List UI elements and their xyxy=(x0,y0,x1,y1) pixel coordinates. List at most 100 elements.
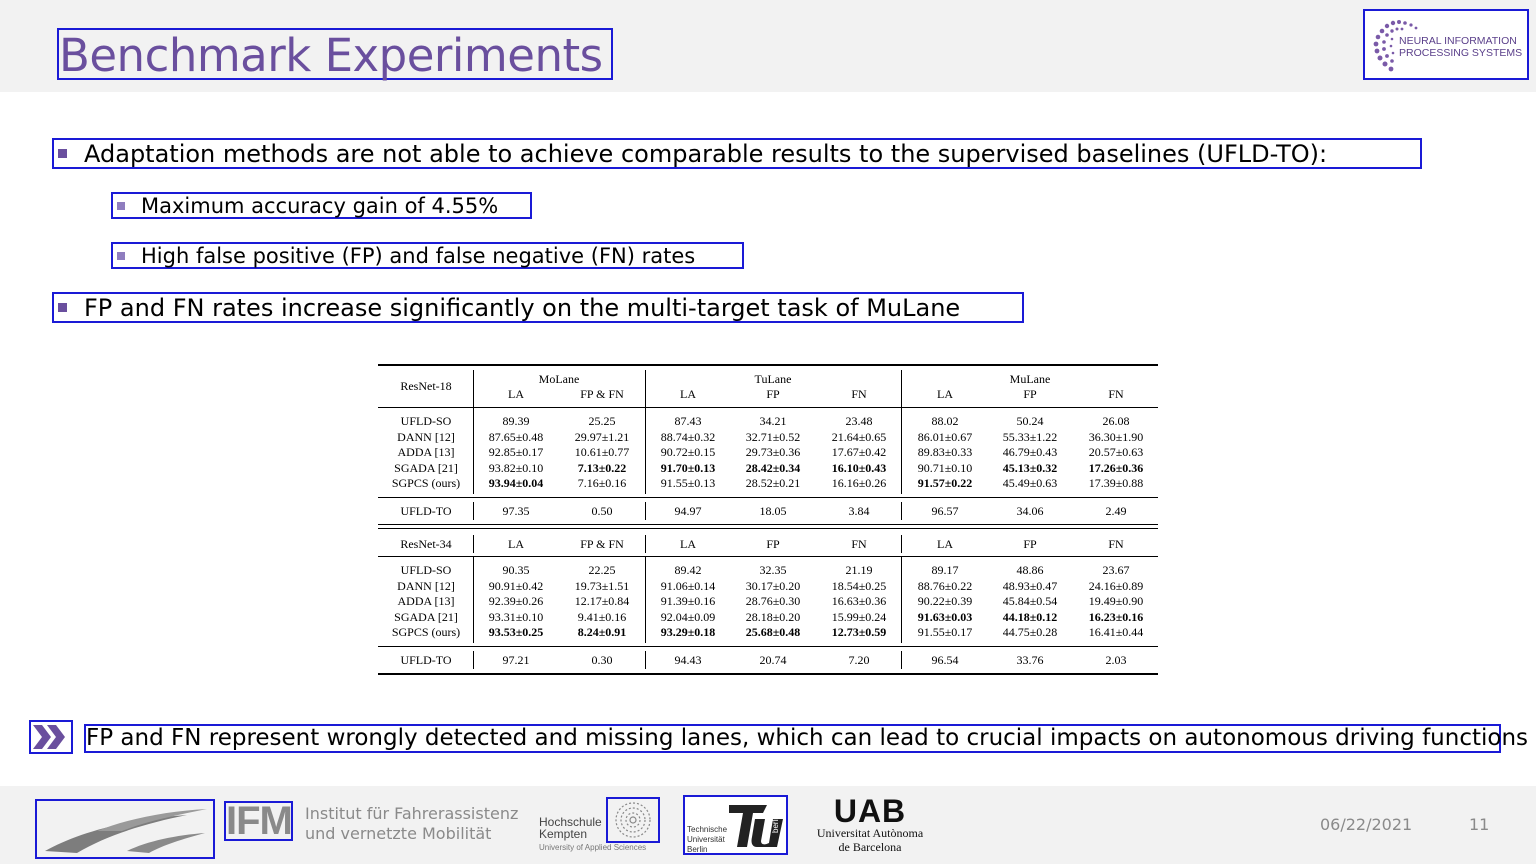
table-cell: 50.24 xyxy=(1016,414,1044,428)
table-cell: 90.35 xyxy=(502,563,530,577)
chevron-double-right-icon xyxy=(29,720,73,754)
table-cell: 44.75±0.28 xyxy=(1002,625,1058,640)
table-cell: 90.72±0.15 xyxy=(660,445,716,460)
table-cell: 48.86 xyxy=(1016,563,1044,577)
tu-line3: Berlin xyxy=(687,845,708,854)
bullet-sub-1: Maximum accuracy gain of 4.55% xyxy=(111,192,532,219)
table-cell: 7.20 xyxy=(848,653,870,667)
table-cell: 88.76±0.22 xyxy=(917,578,973,593)
table-cell: 93.31±0.10 xyxy=(488,609,544,624)
table-cell: 7.16±0.16 xyxy=(577,476,627,491)
column-separator xyxy=(645,557,646,643)
table-column-header: FP & FN xyxy=(580,387,624,401)
table-column-header: LA xyxy=(508,537,524,551)
table-column-header: FP & FN xyxy=(580,537,624,551)
table-cell: 93.82±0.10 xyxy=(488,460,544,475)
table-column-header: FN xyxy=(851,537,867,551)
column-separator xyxy=(473,408,474,494)
table-double-rule xyxy=(378,524,1158,525)
table-cell: 33.76 xyxy=(1016,653,1044,667)
table-cell: 28.76±0.30 xyxy=(745,594,801,609)
uab-big-text: UAB xyxy=(833,793,907,829)
column-separator xyxy=(645,502,646,520)
table-cell: 12.73±0.59 xyxy=(831,625,887,640)
table-cell: 34.06 xyxy=(1016,504,1044,518)
table-cell: 88.02 xyxy=(931,414,959,428)
table-cell: 2.49 xyxy=(1105,504,1127,518)
table-cell: 16.23±0.16 xyxy=(1088,609,1144,624)
tu-berlin-icon: Technische Universität Berlin berlin xyxy=(683,795,788,855)
column-separator xyxy=(901,408,902,494)
neurips-dots-icon xyxy=(1373,20,1418,72)
column-separator xyxy=(901,557,902,643)
slide-date: 06/22/2021 xyxy=(1320,815,1413,834)
table-cell: 91.55±0.13 xyxy=(660,476,716,491)
column-separator xyxy=(901,370,902,408)
table-cell: 46.79±0.43 xyxy=(1002,445,1058,460)
table-cell: 28.18±0.20 xyxy=(745,609,801,624)
page-number: 11 xyxy=(1469,815,1490,834)
column-separator xyxy=(473,370,474,408)
table-cell: 23.48 xyxy=(845,414,873,428)
uab-line2: de Barcelona xyxy=(838,840,902,854)
results-table: ResNet-18 MoLane TuLane MuLane LA FP & FN LA FP… xyxy=(378,364,1158,676)
tu-line1: Technische xyxy=(687,825,728,834)
bullet-main-1: Adaptation methods are not able to achie… xyxy=(52,138,1422,169)
table-cell: 91.06±0.14 xyxy=(660,578,716,593)
column-separator xyxy=(645,408,646,494)
table-cell: 91.55±0.17 xyxy=(917,625,973,640)
table-cell: 19.73±1.51 xyxy=(574,578,630,593)
table-cell: 12.17±0.84 xyxy=(574,594,630,609)
uab-line1: Universitat Autònoma xyxy=(816,826,924,840)
bullet-text: FP and FN rates increase significantly o… xyxy=(84,294,961,322)
table-cell: 23.67 xyxy=(1102,563,1130,577)
square-bullet-icon xyxy=(58,149,67,158)
table-column-header: FN xyxy=(1108,537,1124,551)
bullet-text: High false positive (FP) and false negat… xyxy=(141,244,696,268)
column-separator xyxy=(473,557,474,643)
table-method-name: DANN [12] xyxy=(397,429,455,444)
slide-title: Benchmark Experiments xyxy=(57,28,613,82)
table-column-header: FN xyxy=(1108,387,1124,401)
table-cell: 45.13±0.32 xyxy=(1002,460,1058,475)
table-cell: 90.91±0.42 xyxy=(488,578,544,593)
ifm-institute-name: Institut für Fahrerassistenz und vernetz… xyxy=(305,804,518,844)
table-cell: 92.04±0.09 xyxy=(660,609,716,624)
table-method-name: UFLD-TO xyxy=(400,504,452,518)
table-backbone-label: ResNet-18 xyxy=(400,379,452,393)
table-cell: 18.05 xyxy=(759,504,787,518)
table-cell: 97.35 xyxy=(502,504,530,518)
table-method-name: UFLD-SO xyxy=(400,414,452,428)
table-cell: 0.30 xyxy=(591,653,613,667)
table-cell: 17.39±0.88 xyxy=(1088,476,1144,491)
square-bullet-icon xyxy=(58,303,67,312)
table-cell: 26.08 xyxy=(1102,414,1130,428)
table-cell: 92.85±0.17 xyxy=(488,445,544,460)
tu-vertical-text: berlin xyxy=(771,813,780,833)
table-cell: 91.39±0.16 xyxy=(660,594,716,609)
table-cell: 45.49±0.63 xyxy=(1002,476,1058,491)
table-method-name: SGPCS (ours) xyxy=(391,476,461,491)
table-cell: 24.16±0.89 xyxy=(1088,578,1144,593)
table-column-header: FP xyxy=(1023,387,1037,401)
slide-header xyxy=(0,0,1536,92)
table-method-name: UFLD-SO xyxy=(400,563,452,577)
neurips-text-line2: PROCESSING SYSTEMS xyxy=(1399,47,1523,59)
table-cell: 48.93±0.47 xyxy=(1002,578,1058,593)
table-cell: 87.43 xyxy=(674,414,702,428)
table-column-header: LA xyxy=(680,537,696,551)
table-cell: 32.35 xyxy=(759,563,787,577)
table-cell: 92.39±0.26 xyxy=(488,594,544,609)
column-separator xyxy=(645,370,646,408)
table-column-header: FP xyxy=(766,387,780,401)
table-cell: 21.64±0.65 xyxy=(831,429,887,444)
table-cell: 2.03 xyxy=(1105,653,1127,667)
table-cell: 22.25 xyxy=(588,563,616,577)
table-cell: 93.94±0.04 xyxy=(488,476,544,491)
table-cell: 89.83±0.33 xyxy=(917,445,973,460)
square-bullet-icon xyxy=(117,202,125,210)
table-cell: 30.17±0.20 xyxy=(745,578,801,593)
neurips-text-line1: NEURAL INFORMATION xyxy=(1399,35,1517,47)
table-cell: 16.41±0.44 xyxy=(1088,625,1144,640)
hk-line3: University of Applied Sciences xyxy=(539,843,647,852)
